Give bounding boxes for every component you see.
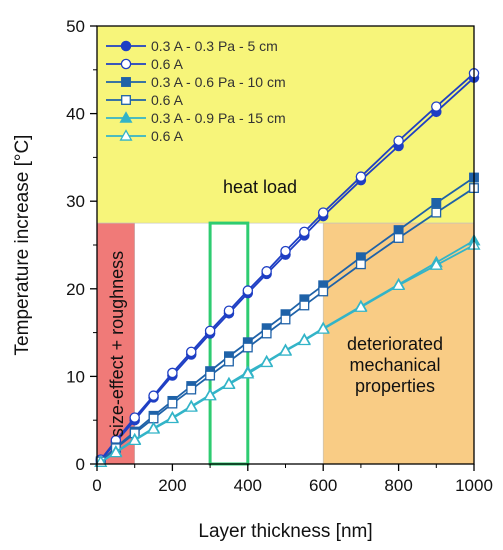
y-tick-label: 40	[66, 105, 85, 124]
data-point	[429, 258, 443, 270]
data-point	[203, 388, 217, 401]
data-point	[147, 422, 161, 434]
y-tick-label: 30	[66, 192, 85, 211]
x-tick-label: 600	[309, 476, 337, 495]
data-point	[129, 412, 140, 423]
data-point	[242, 342, 253, 353]
data-point	[297, 333, 311, 346]
data-point	[167, 367, 178, 379]
data-point	[186, 384, 197, 395]
data-point	[167, 398, 178, 409]
x-tick-label: 0	[92, 476, 101, 495]
data-point	[280, 314, 291, 325]
deteriorated-label-line: mechanical	[349, 355, 440, 375]
data-point	[431, 207, 442, 218]
data-point	[431, 198, 442, 208]
legend-item: 0.6 A	[106, 92, 184, 108]
legend-item: 0.3 A - 0.9 Pa - 15 cm	[106, 110, 286, 126]
data-point	[222, 377, 236, 389]
x-axis-title: Layer thickness [nm]	[198, 521, 372, 542]
legend-item: 0.6 A	[106, 56, 184, 72]
data-point	[318, 286, 329, 297]
region-deteriorated	[322, 222, 475, 465]
data-point	[299, 226, 310, 238]
heat-load-label: heat load	[223, 177, 297, 197]
legend-item: 0.3 A - 0.3 Pa - 5 cm	[106, 38, 278, 54]
legend-marker	[120, 58, 132, 70]
data-point	[393, 233, 404, 243]
highlight-layer	[208, 221, 250, 466]
data-point	[148, 390, 159, 401]
data-point	[109, 445, 123, 458]
data-point	[204, 325, 216, 337]
data-point	[317, 207, 329, 218]
legend-marker	[121, 95, 131, 105]
legend-label: 0.6 A	[151, 92, 184, 108]
region-heat-load	[96, 25, 475, 224]
data-point	[205, 370, 216, 381]
data-point	[392, 278, 406, 290]
legend-item: 0.3 A - 0.6 Pa - 10 cm	[106, 74, 286, 90]
y-tick-label: 0	[76, 455, 85, 474]
deteriorated-label-line: deteriorated	[347, 334, 443, 354]
y-tick-label: 10	[66, 367, 85, 386]
x-tick-label: 200	[158, 476, 186, 495]
highlight-box	[208, 221, 250, 466]
size-effect-label: size-effect + roughness	[107, 251, 127, 437]
deteriorated-label-line: properties	[355, 376, 435, 396]
legend-label: 0.3 A - 0.3 Pa - 5 cm	[151, 38, 278, 54]
region-layer	[96, 25, 475, 465]
data-point	[223, 356, 234, 367]
data-point	[128, 433, 142, 446]
data-point	[355, 259, 366, 270]
x-tick-label: 1000	[455, 476, 493, 495]
data-point	[185, 346, 197, 358]
legend-label: 0.3 A - 0.6 Pa - 10 cm	[151, 74, 286, 90]
legend-marker	[120, 40, 132, 52]
axes-layer: 0 200 400 600 800 1000 0 10 20 30 40 50 Layer thickn…	[12, 17, 493, 542]
y-tick-label: 20	[66, 280, 85, 299]
data-point	[393, 135, 404, 147]
data-point	[354, 300, 368, 312]
y-tick-label: 50	[66, 17, 85, 36]
legend-label: 0.6 A	[151, 56, 184, 72]
data-point	[316, 322, 330, 334]
y-axis-title: Temperature increase [°C]	[12, 135, 33, 356]
data-point	[165, 411, 179, 424]
series-5	[94, 238, 481, 467]
data-point	[261, 266, 272, 277]
legend-label: 0.6 A	[151, 128, 184, 144]
data-point	[242, 285, 254, 296]
x-tick-label: 800	[384, 476, 412, 495]
data-point	[184, 400, 198, 412]
data-point	[223, 305, 235, 316]
legend-marker	[119, 111, 133, 123]
data-point	[280, 245, 291, 257]
data-point	[261, 328, 272, 339]
series-layer	[94, 68, 481, 467]
legend: 0.3 A - 0.3 Pa - 5 cm 0.6 A 0.3 A - 0.6 Pa…	[106, 38, 286, 144]
data-point	[299, 300, 310, 311]
data-point	[278, 344, 293, 356]
data-point	[431, 101, 442, 112]
x-tick-label: 400	[234, 476, 262, 495]
data-point	[260, 355, 274, 368]
legend-label: 0.3 A - 0.9 Pa - 15 cm	[151, 110, 286, 126]
legend-marker	[121, 77, 131, 87]
data-point	[355, 171, 367, 182]
legend-item: 0.6 A	[106, 128, 184, 144]
legend-marker	[119, 129, 133, 141]
data-point	[241, 367, 255, 379]
region-labels: heat load size-effect + roughness deterior…	[107, 177, 443, 437]
